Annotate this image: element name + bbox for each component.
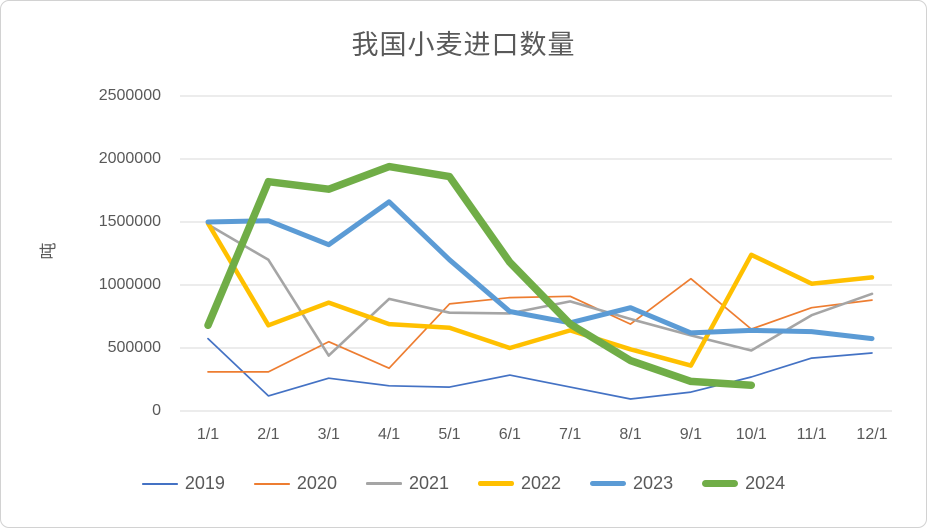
- series-line-2023: [205, 199, 875, 342]
- series-line-2021: [206, 223, 874, 357]
- y-tick-label: 1500000: [98, 213, 161, 230]
- legend-item-2020: 2020: [253, 473, 337, 494]
- legend-item-2024: 2024: [702, 473, 785, 494]
- x-tick-label: 3/1: [317, 426, 340, 443]
- x-tick-label: 12/1: [856, 426, 888, 443]
- y-tick-label: 2500000: [98, 87, 161, 104]
- x-tick-label: 5/1: [438, 426, 461, 443]
- legend-line-swatch: [365, 482, 402, 485]
- legend-label: 2024: [745, 473, 786, 493]
- legend-label: 2022: [521, 473, 562, 493]
- x-tick-label: 10/1: [735, 426, 767, 443]
- y-tick-label: 1000000: [98, 276, 161, 293]
- legend-line-swatch: [590, 481, 627, 486]
- x-tick-label: 11/1: [796, 426, 827, 443]
- chart-title: 我国小麦进口数量: [351, 30, 576, 60]
- x-tick-label: 9/1: [679, 426, 703, 443]
- x-tick-label: 8/1: [619, 426, 642, 443]
- x-tick-label: 7/1: [559, 426, 582, 443]
- legend-line-swatch: [141, 482, 178, 485]
- x-tick-label: 2/1: [257, 426, 280, 443]
- legend-item-2023: 2023: [590, 473, 673, 494]
- series-line-2022: [205, 221, 875, 368]
- legend-item-2019: 2019: [141, 473, 225, 494]
- legend-line-swatch: [702, 479, 739, 488]
- legend-label: 2021: [408, 473, 449, 493]
- x-tick-label: 6/1: [498, 426, 521, 443]
- legend-item-2022: 2022: [478, 473, 561, 494]
- y-tick-label: 2000000: [98, 150, 161, 167]
- legend-label: 2020: [296, 473, 337, 493]
- y-tick-label: 0: [152, 402, 161, 419]
- gridlines: [180, 95, 892, 412]
- series-line-2019: [207, 337, 873, 400]
- y-tick-label: 500000: [107, 339, 161, 356]
- x-tick-label: 4/1: [377, 426, 401, 443]
- legend-label: 2019: [184, 473, 225, 493]
- legend-label: 2023: [633, 473, 674, 493]
- legend-item-2021: 2021: [365, 473, 449, 494]
- x-tick-label: 1/1: [196, 426, 220, 443]
- legend: 2019 2020 2021 2022 2023 2024: [1, 473, 926, 494]
- legend-line-swatch: [253, 482, 290, 485]
- series-line-2024: [204, 162, 756, 389]
- legend-line-swatch: [478, 481, 514, 486]
